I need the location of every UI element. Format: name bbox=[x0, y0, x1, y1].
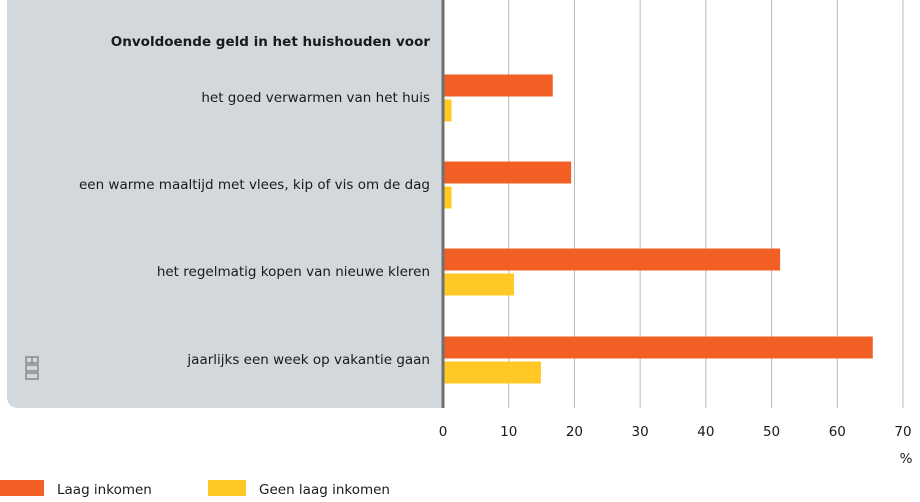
category-label: jaarlijks een week op vakantie gaan bbox=[186, 352, 430, 368]
bar bbox=[443, 248, 781, 271]
bar bbox=[443, 273, 514, 296]
bar bbox=[443, 186, 452, 209]
x-tick-label: 70 bbox=[894, 424, 911, 440]
x-tick-label: 30 bbox=[632, 424, 649, 440]
x-tick-label: 20 bbox=[566, 424, 583, 440]
bar bbox=[443, 361, 541, 384]
category-label: het regelmatig kopen van nieuwe kleren bbox=[157, 264, 430, 280]
x-tick-label: 10 bbox=[500, 424, 517, 440]
x-axis-label: % bbox=[900, 451, 913, 467]
legend-label: Laag inkomen bbox=[57, 482, 152, 498]
x-tick-label: 0 bbox=[439, 424, 448, 440]
x-tick-label: 50 bbox=[763, 424, 780, 440]
x-tick-label: 60 bbox=[829, 424, 846, 440]
bar bbox=[443, 74, 553, 97]
category-label: het goed verwarmen van het huis bbox=[201, 90, 430, 106]
category-label: een warme maaltijd met vlees, kip of vis… bbox=[79, 177, 430, 193]
legend-swatch bbox=[0, 480, 44, 496]
legend-label: Geen laag inkomen bbox=[259, 482, 390, 498]
group-label: Onvoldoende geld in het huishouden voor bbox=[111, 34, 431, 50]
bar bbox=[443, 161, 572, 184]
bar bbox=[443, 336, 873, 359]
x-tick-label: 40 bbox=[697, 424, 714, 440]
bar bbox=[443, 99, 452, 122]
label-panel bbox=[7, 0, 443, 408]
logo bbox=[25, 356, 39, 380]
legend-swatch bbox=[208, 480, 246, 496]
